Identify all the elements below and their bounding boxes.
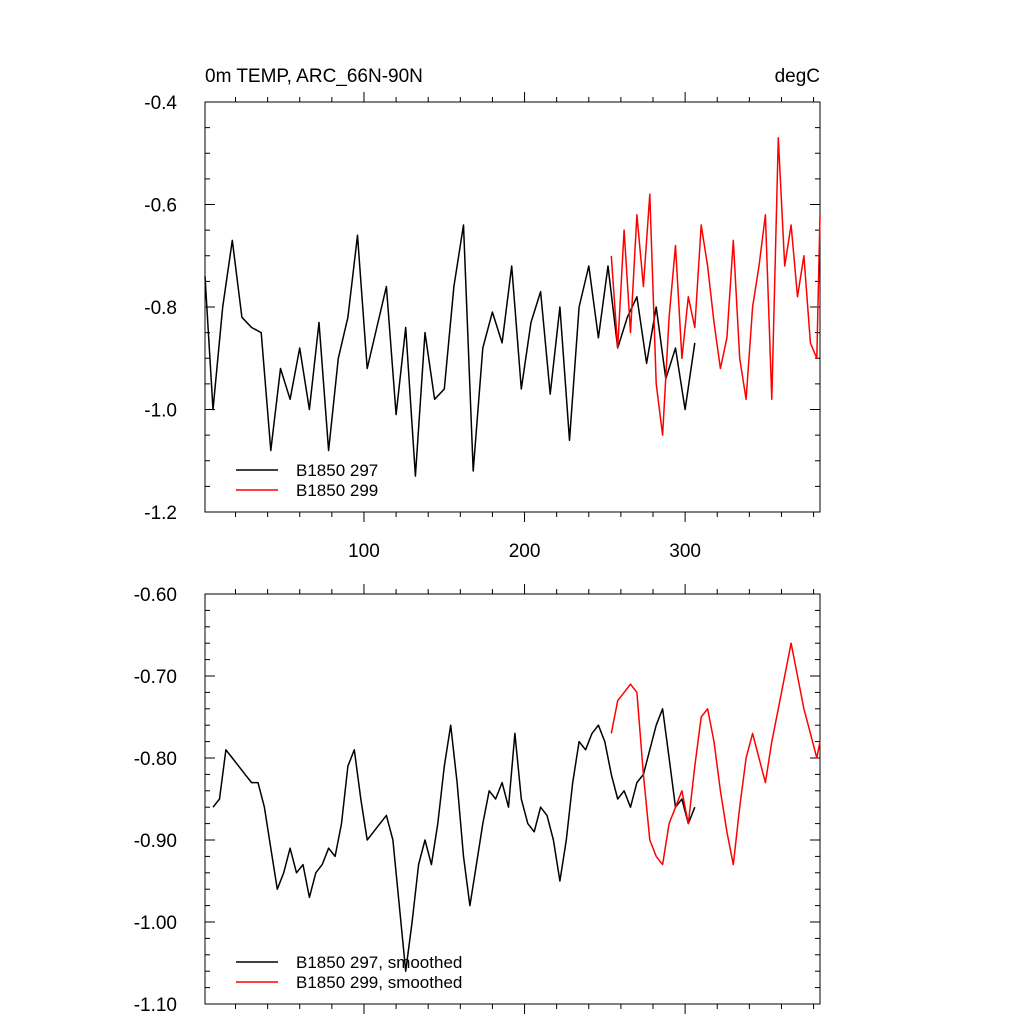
series-lines-bottom <box>212 642 821 972</box>
unit-label: degC <box>775 66 820 87</box>
legend-label: B1850 299 <box>296 481 378 500</box>
axis-ticks-top: -1.2 -1.0 -0.8 -0.6 -0.4 100 200 300 <box>144 92 820 562</box>
legend-label: B1850 297 <box>296 461 378 480</box>
plot-frame-top <box>204 101 821 513</box>
y-tick-label: -1.10 <box>134 995 177 1016</box>
y-tick-label: -0.60 <box>134 585 177 606</box>
x-tick-label: 200 <box>509 541 541 562</box>
y-tick-label: -0.4 <box>144 93 177 114</box>
y-tick-label: -1.00 <box>134 913 177 934</box>
y-tick-label: -0.8 <box>144 298 177 319</box>
y-tick-label: -0.6 <box>144 196 177 217</box>
x-tick-label: 100 <box>348 541 380 562</box>
y-tick-label: -0.80 <box>134 749 177 770</box>
y-tick-label: -1.2 <box>144 503 177 524</box>
plot-frame-bottom <box>204 593 821 1005</box>
axis-ticks-bottom: -1.10 -1.00 -0.90 -0.80 -0.70 -0.60 <box>134 584 820 1016</box>
chart-panel-bottom: -1.10 -1.00 -0.90 -0.80 -0.70 -0.60 B1850 297… <box>134 584 821 1016</box>
series-line-2 <box>610 642 821 866</box>
series-lines-top <box>204 137 821 477</box>
chart-title: 0m TEMP, ARC_66N-90N <box>205 66 423 87</box>
series-line-1 <box>212 708 696 972</box>
chart-panel-top: 0m TEMP, ARC_66N-90N degC -1.2 -1.0 -0.8 -0… <box>144 66 821 562</box>
series-line-2 <box>610 137 821 436</box>
y-tick-label: -0.70 <box>134 667 177 688</box>
legend-label: B1850 299, smoothed <box>296 973 462 992</box>
x-tick-label: 300 <box>669 541 701 562</box>
legend-label: B1850 297, smoothed <box>296 953 462 972</box>
series-line-1 <box>204 224 696 477</box>
y-tick-label: -1.0 <box>144 401 177 422</box>
y-tick-label: -0.90 <box>134 831 177 852</box>
